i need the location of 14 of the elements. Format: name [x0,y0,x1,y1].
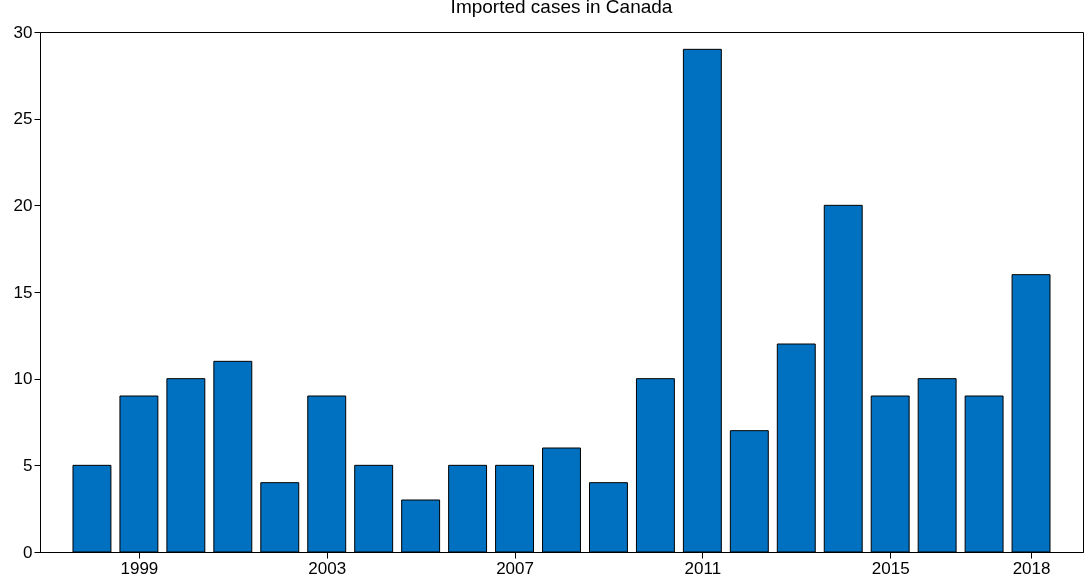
y-tick-label: 10 [13,369,33,389]
x-tick-label: 2015 [871,558,910,578]
y-tick-label: 15 [13,282,33,302]
y-tick-label: 5 [23,455,33,475]
x-tick-label: 1999 [120,558,159,578]
x-tick-label: 2003 [308,558,347,578]
y-tick-label: 20 [13,195,33,215]
x-tick-label: 2007 [496,558,534,578]
x-tick-label: 2011 [684,558,722,578]
y-tick-label: 30 [13,22,33,42]
chart-title: Imported cases in Canada [450,0,673,17]
y-tick-label: 25 [13,109,33,129]
y-tick-label: 0 [23,542,33,562]
x-tick-label: 2018 [1012,558,1051,578]
